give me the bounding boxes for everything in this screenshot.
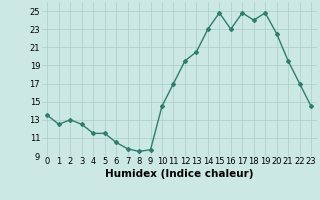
X-axis label: Humidex (Indice chaleur): Humidex (Indice chaleur) [105, 169, 253, 179]
